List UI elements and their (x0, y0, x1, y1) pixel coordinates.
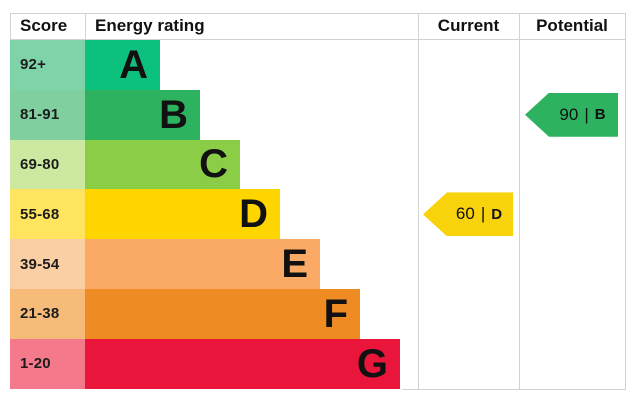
band-score-range: 39-54 (20, 255, 60, 273)
band-letter-c: C (199, 142, 228, 187)
current-column-left-border (418, 13, 419, 390)
band-letter-d: D (239, 192, 268, 237)
band-score-cell-d: 55-68 (10, 189, 85, 240)
band-score-cell-c: 69-80 (10, 139, 85, 190)
header-bottom-border (10, 39, 625, 40)
band-score-cell-g: 1-20 (10, 338, 85, 389)
potential-rating-separator: | (584, 104, 589, 124)
band-score-cell-e: 39-54 (10, 239, 85, 289)
band-row-f: 21-38 F (10, 288, 625, 339)
band-letter-b: B (159, 92, 188, 137)
score-column-divider (85, 13, 86, 40)
band-row-e: 39-54 E (10, 239, 625, 289)
band-score-range: 55-68 (20, 205, 60, 223)
band-rows: 92+ A 81-91 B 69-80 C 55-68 (10, 40, 625, 389)
band-letter-g: G (356, 341, 388, 386)
band-row-a: 92+ A (10, 40, 625, 90)
band-bar-b: B (85, 89, 200, 140)
band-score-cell-a: 92+ (10, 40, 85, 90)
score-column-left-border (10, 13, 11, 40)
potential-rating-band: B (594, 106, 606, 124)
band-row-b: 81-91 B (10, 89, 625, 140)
band-row-c: 69-80 C (10, 139, 625, 190)
potential-column-right-border (625, 13, 626, 390)
header-potential: Potential (536, 16, 608, 35)
header-score: Score (20, 16, 68, 35)
band-bar-g: G (85, 338, 400, 389)
band-score-cell-f: 21-38 (10, 288, 85, 339)
band-letter-a: A (119, 42, 148, 87)
header-current: Current (437, 16, 500, 35)
band-score-cell-b: 81-91 (10, 89, 85, 140)
band-bar-c: C (85, 139, 240, 190)
band-row-g: 1-20 G (10, 338, 625, 389)
current-rating-separator: | (480, 204, 486, 224)
band-letter-f: F (323, 291, 348, 336)
band-score-range: 21-38 (20, 305, 60, 323)
header-top-border (10, 13, 625, 14)
band-letter-e: E (281, 242, 308, 287)
band-score-range: 81-91 (20, 106, 60, 124)
header-energy-rating: Energy rating (95, 16, 205, 35)
current-potential-divider (519, 13, 520, 390)
band-bar-d: D (85, 189, 280, 240)
band-bar-f: F (85, 288, 360, 339)
current-rating-value: 60 (455, 204, 475, 224)
band-score-range: 1-20 (20, 355, 51, 373)
band-score-range: 92+ (20, 56, 47, 74)
band-bar-e: E (85, 239, 320, 289)
band-bar-a: A (85, 40, 160, 90)
potential-rating-value: 90 (559, 104, 579, 124)
band-score-range: 69-80 (20, 155, 60, 173)
table-bottom-border (402, 389, 625, 390)
current-rating-band: D (491, 205, 503, 223)
band-row-d: 55-68 D (10, 189, 625, 240)
